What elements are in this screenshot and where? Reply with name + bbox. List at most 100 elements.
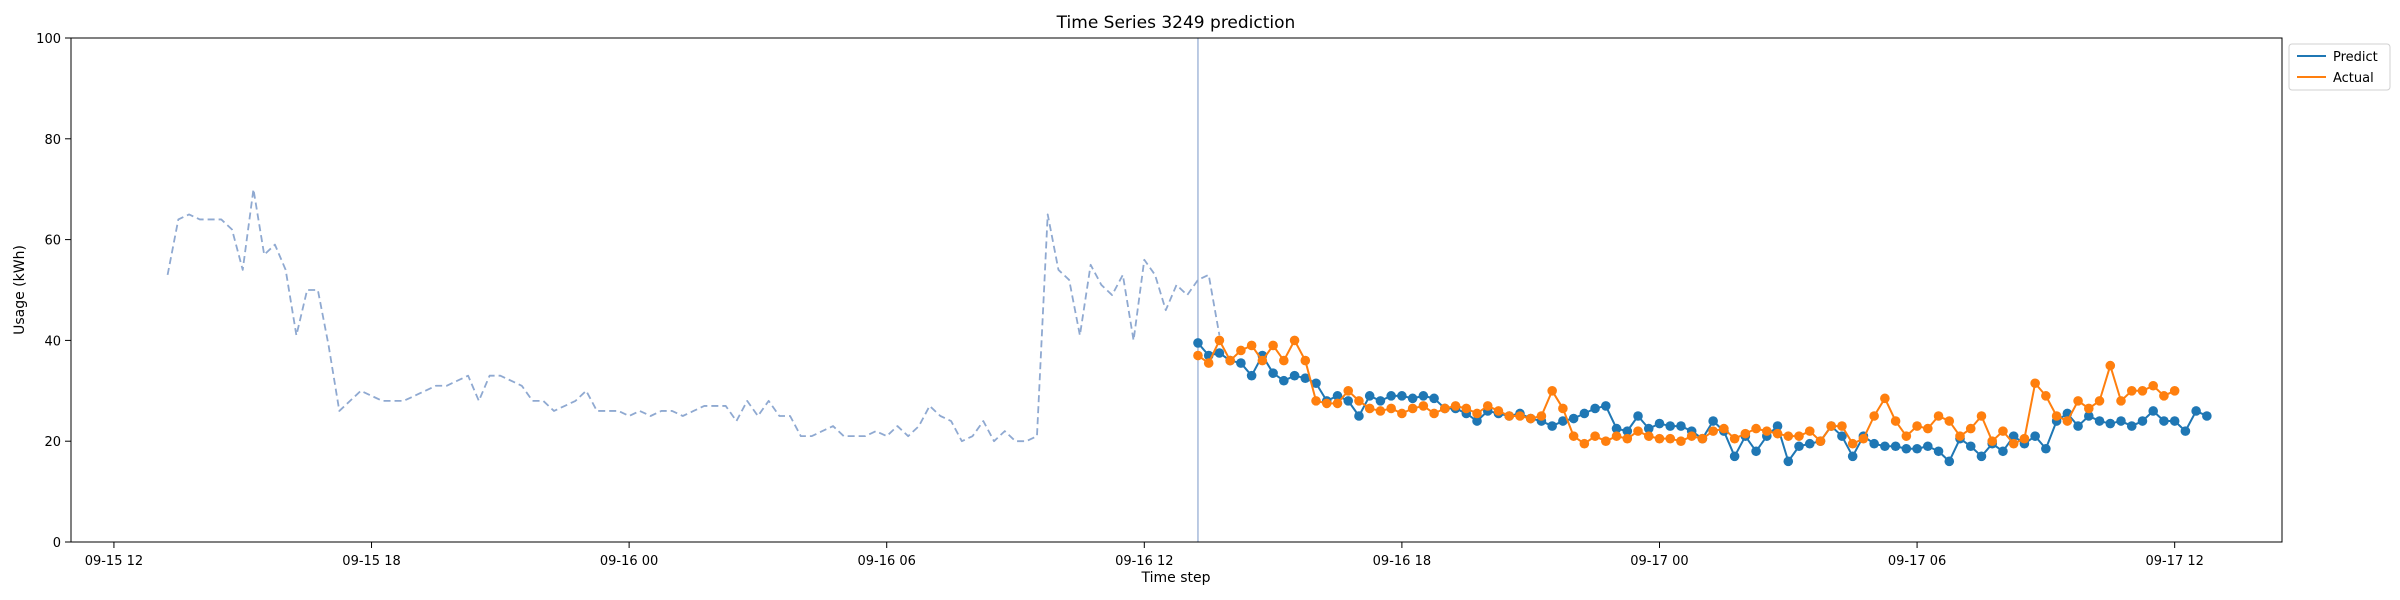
actual-point xyxy=(1440,403,1450,414)
predict-point xyxy=(1236,358,1246,368)
predict-point xyxy=(1751,446,1761,457)
predict-point xyxy=(1601,401,1611,411)
actual-point xyxy=(1794,431,1804,441)
predict-point xyxy=(1472,416,1482,426)
predict-point xyxy=(1268,368,1278,378)
predict-point xyxy=(1214,348,1225,358)
actual-point xyxy=(1890,416,1901,426)
predict-point xyxy=(1923,441,1933,452)
actual-point xyxy=(1332,398,1343,409)
actual-point xyxy=(1279,355,1289,366)
predict-point xyxy=(2191,406,2201,416)
actual-point xyxy=(1558,403,1568,414)
predict-point xyxy=(1837,431,1847,441)
actual-point xyxy=(2105,360,2116,371)
actual-point xyxy=(1268,340,1278,351)
actual-point xyxy=(2019,433,2030,444)
history-series xyxy=(166,188,1221,443)
actual-point xyxy=(1547,386,1557,396)
actual-point xyxy=(1654,433,1665,444)
actual-point xyxy=(2084,403,2094,414)
legend: Predict Actual xyxy=(2288,43,2391,91)
actual-point xyxy=(1719,423,1729,434)
predict-point xyxy=(1547,421,1557,431)
actual-point xyxy=(1804,426,1815,436)
actual-point xyxy=(1461,403,1472,414)
actual-point xyxy=(1257,355,1268,366)
legend-actual-label: Actual xyxy=(2333,71,2374,86)
actual-point xyxy=(1601,436,1611,447)
predict-point xyxy=(1611,423,1622,434)
actual-point xyxy=(1311,396,1321,406)
actual-point xyxy=(2062,416,2073,426)
actual-point xyxy=(1622,433,1633,444)
actual-point xyxy=(1504,411,1515,421)
predict-point xyxy=(1665,421,1676,431)
predict-point xyxy=(1783,456,1794,467)
actual-point xyxy=(1418,401,1429,411)
actual-point xyxy=(1300,355,1311,366)
predict-point xyxy=(1418,391,1429,401)
predict-point xyxy=(1976,451,1987,462)
actual-point xyxy=(1912,421,1922,431)
actual-point xyxy=(1880,393,1890,404)
actual-point xyxy=(1815,436,1826,447)
chart-title: Time Series 3249 prediction xyxy=(1056,13,1296,33)
y-tick-label: 40 xyxy=(44,334,61,349)
actual-point xyxy=(2051,411,2062,421)
x-axis-title: Time step xyxy=(1141,570,1211,586)
actual-point xyxy=(1515,411,1525,421)
actual-point xyxy=(1944,416,1955,426)
actual-point xyxy=(1525,413,1536,424)
predict-point xyxy=(2041,443,2051,454)
predict-point xyxy=(1847,451,1858,462)
actual-point xyxy=(1762,426,1772,436)
y-axis-title: Usage (kWh) xyxy=(12,245,28,335)
predict-point xyxy=(1965,441,1976,452)
actual-point xyxy=(1858,433,1869,444)
predict-point xyxy=(2105,418,2116,429)
actual-point xyxy=(2126,386,2137,396)
x-tick-label: 09-16 00 xyxy=(600,554,658,569)
predict-point xyxy=(1643,423,1654,434)
predict-point xyxy=(1890,441,1901,452)
predict-point xyxy=(1654,418,1665,429)
actual-point xyxy=(1590,431,1600,441)
actual-point xyxy=(1740,428,1751,439)
actual-point xyxy=(1203,358,1214,368)
actual-point xyxy=(1321,398,1332,409)
actual-point xyxy=(1697,433,1708,444)
actual-point xyxy=(1289,335,1300,346)
actual-point xyxy=(1976,411,1987,421)
actual-point xyxy=(1236,345,1246,356)
predict-point xyxy=(2126,421,2137,431)
actual-point xyxy=(1482,401,1493,411)
predict-point xyxy=(1300,373,1311,384)
predict-point xyxy=(1343,396,1354,406)
predict-point xyxy=(1364,391,1375,401)
predict-series xyxy=(1193,338,2212,467)
y-tick-label: 20 xyxy=(44,435,61,450)
predict-point xyxy=(1354,411,1364,421)
actual-point xyxy=(1386,403,1396,414)
actual-point xyxy=(1536,411,1547,421)
actual-point xyxy=(1923,423,1933,434)
predict-point xyxy=(1869,438,1879,449)
history-line xyxy=(166,188,1221,443)
actual-point xyxy=(2116,396,2126,406)
actual-point xyxy=(1354,396,1364,406)
predict-point xyxy=(1933,446,1944,457)
predict-point xyxy=(1386,391,1396,401)
actual-point xyxy=(1375,406,1386,416)
predict-point xyxy=(2202,411,2212,421)
predict-point xyxy=(1558,416,1568,426)
actual-point xyxy=(1772,428,1783,439)
y-tick-label: 0 xyxy=(53,536,61,551)
predict-point xyxy=(1590,403,1600,414)
predict-point xyxy=(2030,431,2040,441)
actual-point xyxy=(2030,378,2040,389)
actual-point xyxy=(1568,431,1579,441)
actual-point xyxy=(1676,436,1686,447)
predict-point xyxy=(1429,393,1439,404)
predict-point xyxy=(1289,370,1300,381)
